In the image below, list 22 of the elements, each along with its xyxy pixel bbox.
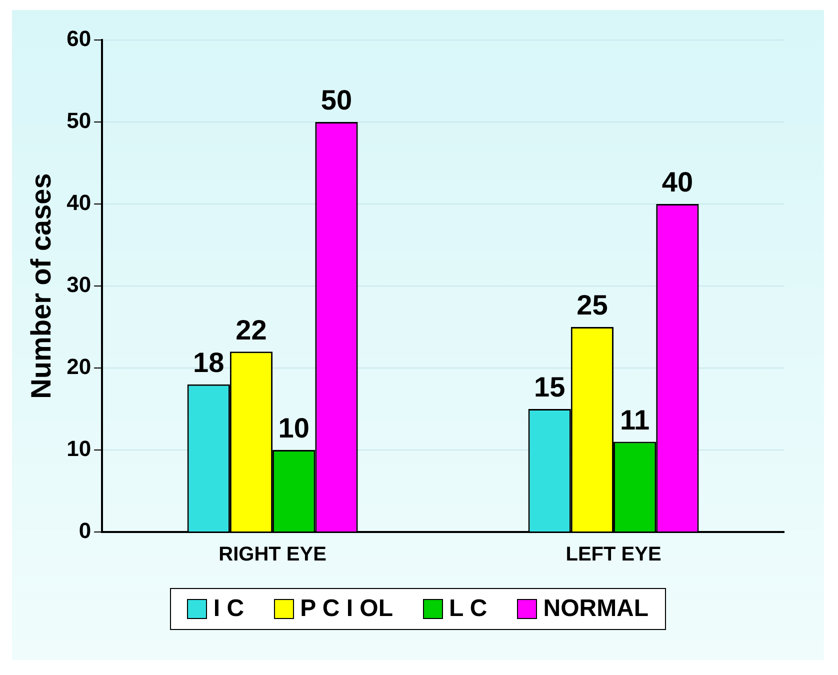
data-label: 15 <box>534 372 566 403</box>
data-label: 25 <box>576 290 608 321</box>
y-tick-label: 40 <box>66 190 92 216</box>
x-tick-label: LEFT EYE <box>566 544 662 566</box>
data-label: 22 <box>236 314 267 346</box>
legend-label: P C I OL <box>300 595 393 623</box>
x-tick-label: RIGHT EYE <box>218 544 326 566</box>
data-label: 40 <box>662 166 694 198</box>
y-tick-label: 50 <box>66 108 92 134</box>
y-axis-title: Number of cases <box>26 173 57 399</box>
y-tick-label: 20 <box>66 354 92 380</box>
data-label: 50 <box>320 84 352 116</box>
data-label: 11 <box>620 404 650 436</box>
data-label: 18 <box>193 347 224 378</box>
y-tick-label: 10 <box>66 436 92 462</box>
y-tick-label: 0 <box>78 518 92 544</box>
text: NORMAL <box>543 595 649 623</box>
legend-label: L C <box>449 595 488 623</box>
y-tick-label: 60 <box>66 26 92 52</box>
data-label: 10 <box>278 412 310 444</box>
legend-label: I C <box>213 595 244 623</box>
y-tick-label: 30 <box>66 272 92 298</box>
